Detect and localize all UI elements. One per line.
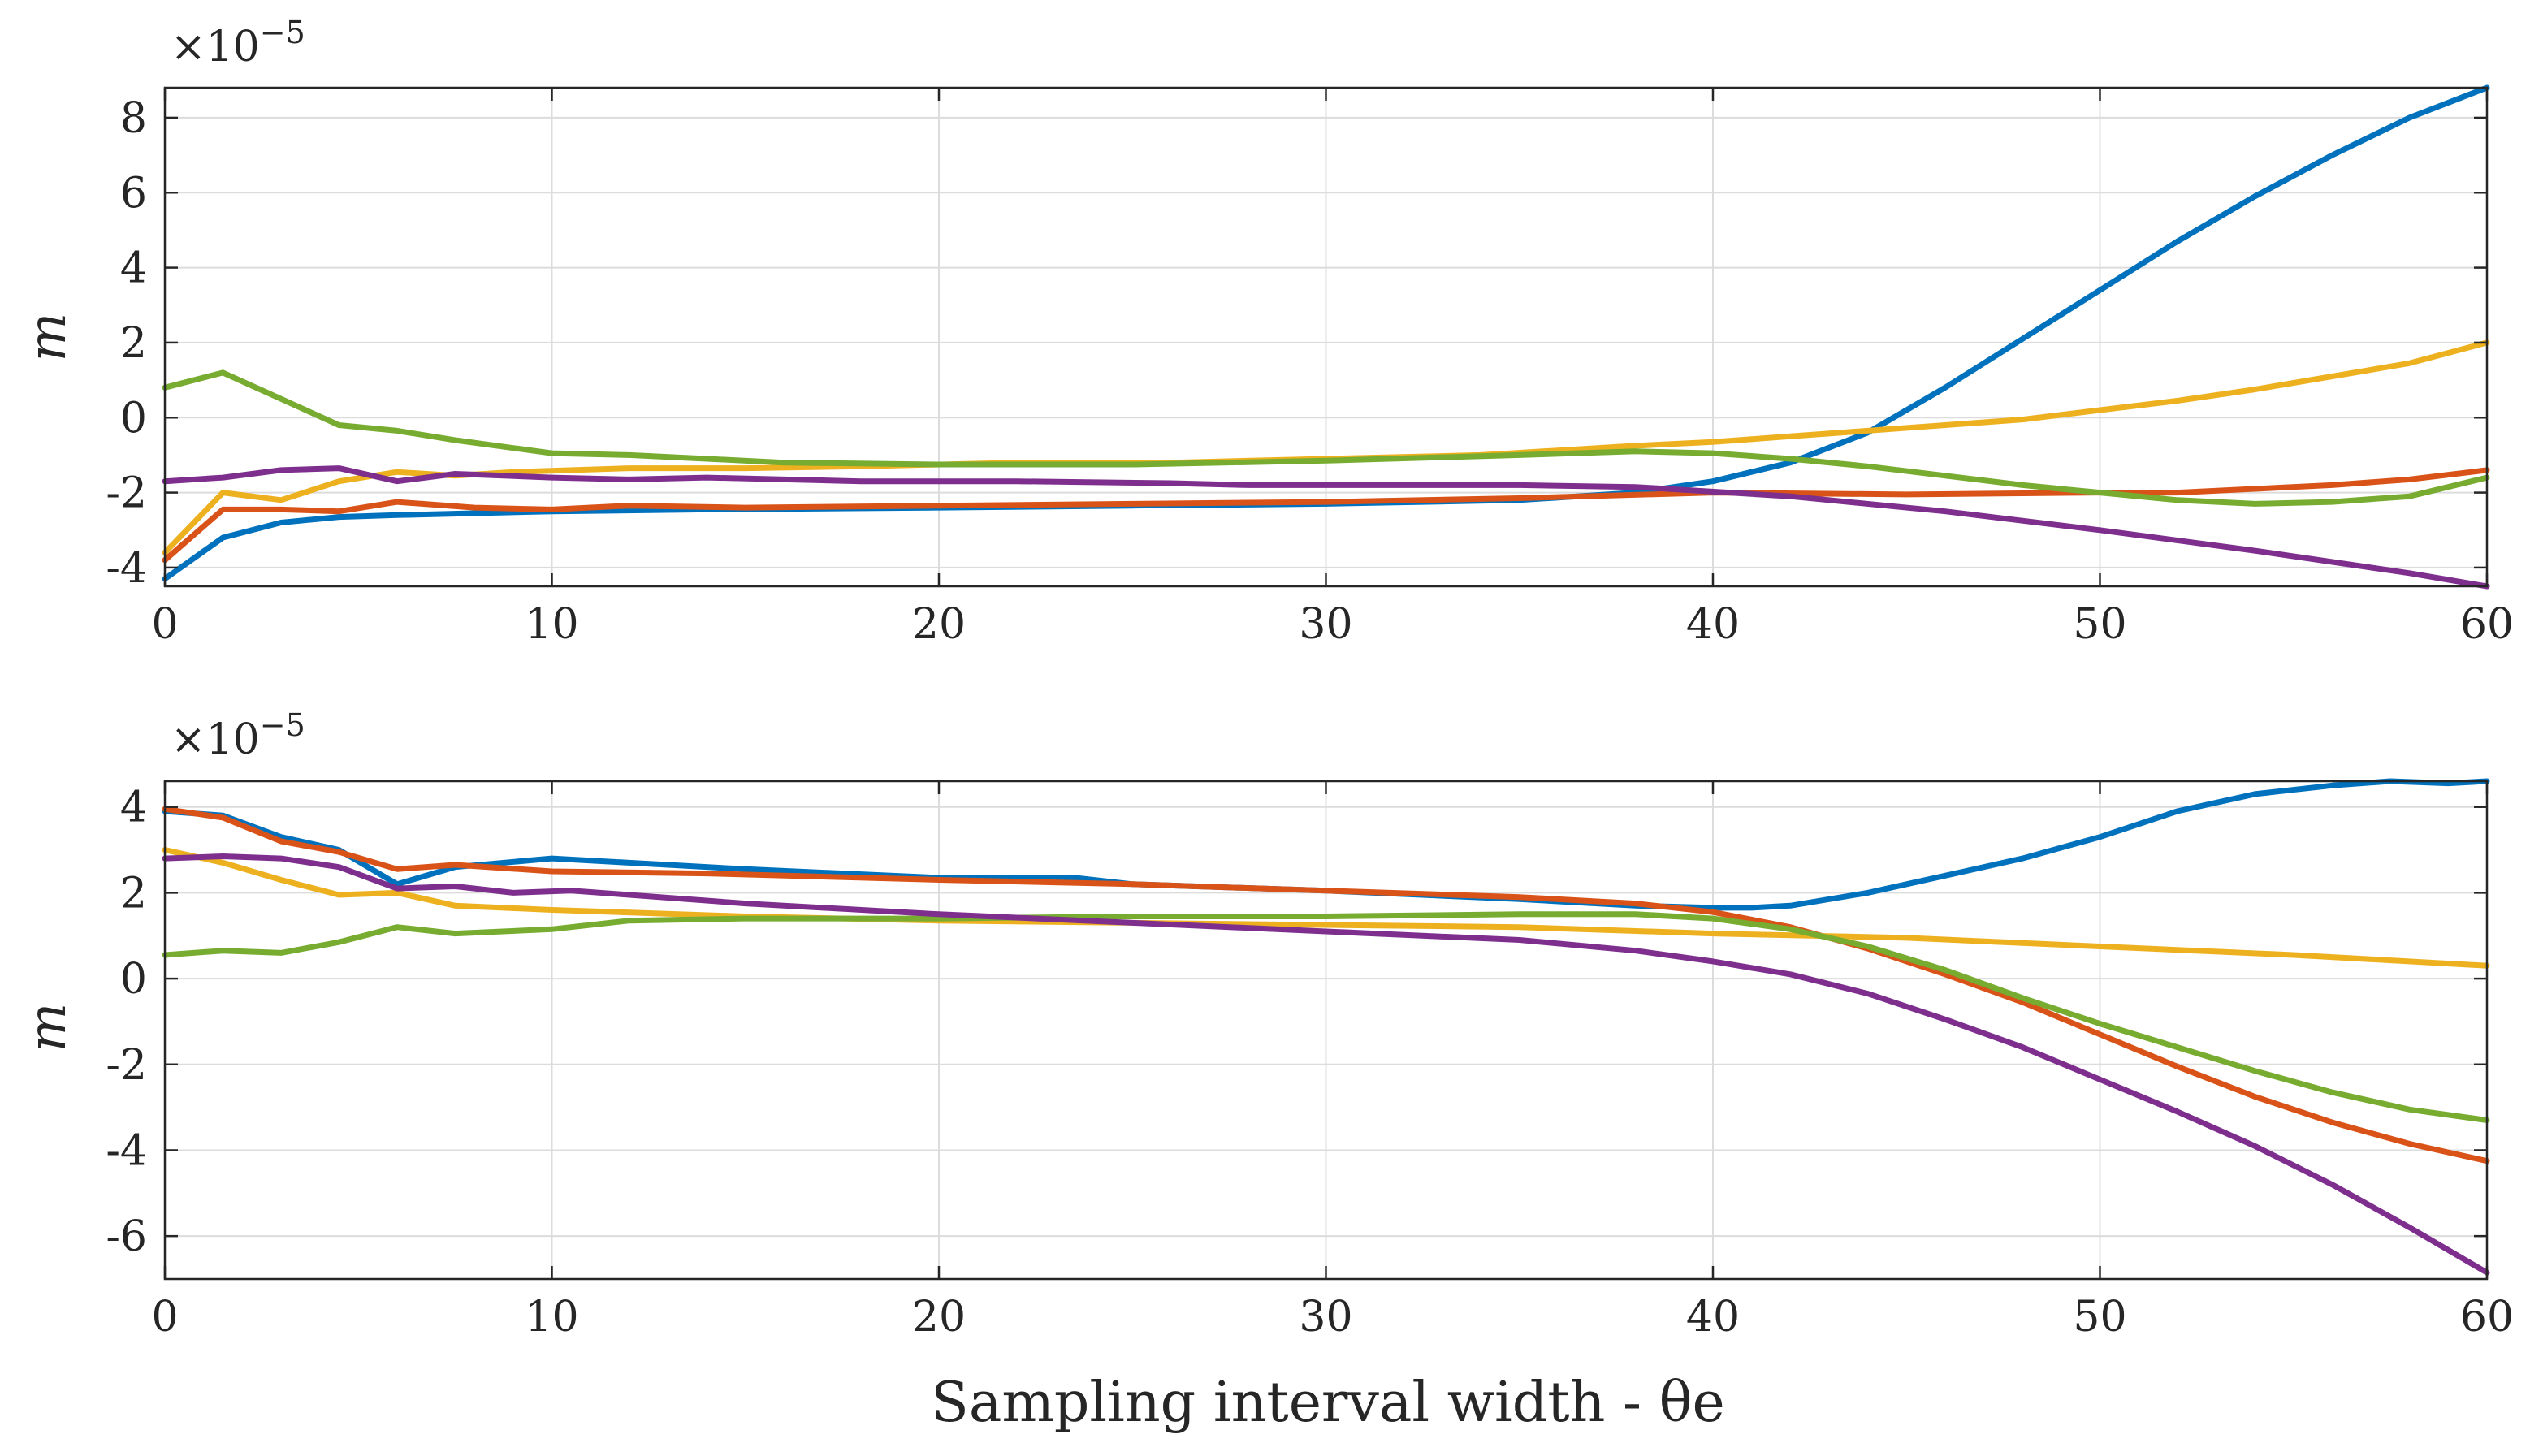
bottom-x-tick-label: 0 — [151, 1293, 178, 1342]
bottom-y-tick-labels: -6 -4 -2 0 2 4 — [106, 784, 147, 1261]
top-y-tick-label: 2 — [120, 319, 147, 368]
bottom-y-tick-label: -4 — [106, 1126, 147, 1175]
bottom-x-tick-label: 50 — [2073, 1293, 2126, 1342]
bottom-series-red-line — [162, 806, 2490, 1164]
top-y-tick-label: 6 — [120, 169, 147, 218]
bottom-x-tick-labels: 0 10 20 30 40 50 60 — [151, 1293, 2514, 1342]
top-x-tick-label: 40 — [1686, 600, 1740, 649]
top-y-tick-label: -2 — [106, 469, 147, 518]
bottom-y-axis-label: m — [18, 1003, 78, 1052]
bottom-y-tick-label: 4 — [120, 784, 147, 832]
top-y-tick-labels: -4 -2 0 2 4 6 8 — [106, 94, 147, 593]
top-panel: 0 10 20 30 40 50 60 -4 -2 0 2 4 6 8 ×10−5 m — [18, 15, 2514, 649]
top-x-tick-label: 50 — [2073, 600, 2126, 649]
bottom-y-tick-label: 2 — [120, 869, 147, 918]
bottom-y-tick-label: -6 — [106, 1212, 147, 1261]
bottom-ticks — [163, 781, 2489, 1279]
bottom-exponent-label: ×10−5 — [171, 707, 305, 764]
top-x-tick-label: 0 — [151, 600, 178, 649]
top-series-purple-line — [162, 465, 2490, 590]
bottom-y-tick-label: 0 — [120, 955, 147, 1004]
top-y-tick-label: -4 — [106, 544, 147, 593]
bottom-x-tick-label: 60 — [2460, 1293, 2514, 1342]
top-series-lines — [162, 84, 2490, 590]
bottom-panel: 0 10 20 30 40 50 60 -6 -4 -2 0 2 4 ×10−5 m Sampling… — [18, 707, 2514, 1435]
x-axis-label: Sampling interval width - θe — [931, 1371, 1725, 1435]
bottom-x-tick-label: 30 — [1299, 1293, 1352, 1342]
top-ticks — [163, 88, 2489, 586]
top-grid — [164, 88, 2488, 586]
top-series-green-line — [162, 369, 2490, 507]
bottom-series-purple-line — [162, 853, 2490, 1276]
bottom-x-tick-label: 10 — [525, 1293, 578, 1342]
top-x-tick-label: 30 — [1299, 600, 1352, 649]
top-x-tick-labels: 0 10 20 30 40 50 60 — [151, 600, 2514, 649]
top-x-tick-label: 10 — [525, 600, 578, 649]
bottom-series-lines — [162, 778, 2490, 1276]
top-y-tick-label: 0 — [120, 394, 147, 443]
bottom-x-tick-label: 20 — [912, 1293, 966, 1342]
bottom-series-green-line — [162, 911, 2490, 1123]
top-x-tick-label: 60 — [2460, 600, 2514, 649]
bottom-x-tick-label: 40 — [1686, 1293, 1740, 1342]
top-exponent-label: ×10−5 — [171, 15, 305, 71]
top-y-tick-label: 8 — [120, 94, 147, 143]
top-x-tick-label: 20 — [912, 600, 966, 649]
top-y-axis-label: m — [18, 313, 78, 362]
top-series-red-line — [162, 467, 2490, 564]
top-y-tick-label: 4 — [120, 244, 147, 293]
bottom-y-tick-label: -2 — [106, 1041, 147, 1090]
